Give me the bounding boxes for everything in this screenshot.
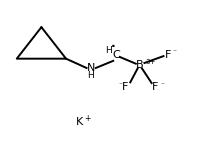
Text: F: F [165, 50, 171, 60]
Text: ⁻: ⁻ [172, 48, 176, 57]
Text: ·: · [111, 40, 116, 53]
Text: K: K [76, 117, 83, 127]
Text: +: + [84, 114, 91, 123]
Text: ⁻: ⁻ [118, 80, 122, 89]
Text: C: C [112, 50, 120, 60]
Text: F: F [152, 82, 158, 92]
Text: H: H [87, 71, 94, 80]
Text: 3+: 3+ [145, 59, 155, 65]
Text: H: H [105, 46, 112, 55]
Text: F: F [122, 82, 129, 92]
Text: N: N [87, 63, 95, 73]
Text: B: B [135, 60, 143, 70]
Text: ⁻: ⁻ [160, 80, 165, 89]
